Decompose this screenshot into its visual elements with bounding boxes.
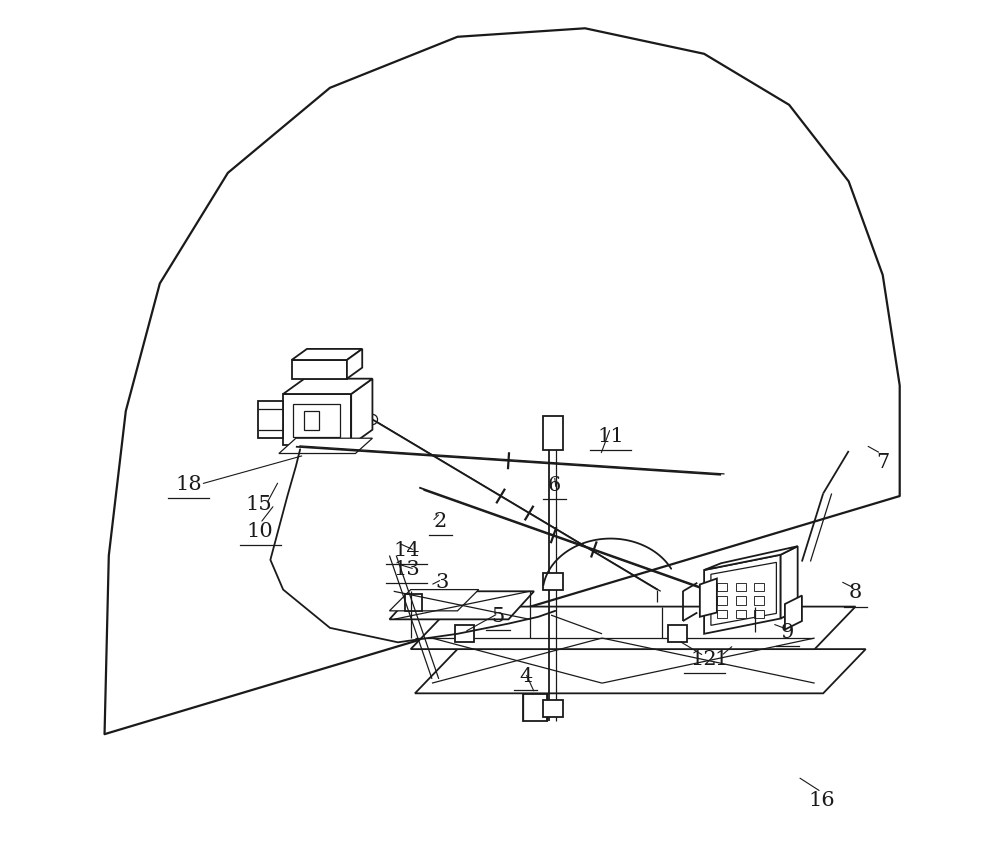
Bar: [736, 597, 746, 605]
Bar: [405, 594, 422, 611]
Bar: [293, 404, 340, 437]
Text: 5: 5: [492, 607, 505, 627]
Polygon shape: [704, 555, 781, 633]
Text: 6: 6: [548, 476, 561, 496]
Bar: [754, 597, 764, 605]
Text: 3: 3: [435, 574, 449, 592]
Polygon shape: [347, 349, 362, 378]
Polygon shape: [351, 378, 372, 445]
Text: 4: 4: [519, 667, 532, 686]
Polygon shape: [781, 546, 798, 619]
Bar: [543, 700, 563, 717]
Polygon shape: [389, 591, 534, 620]
Polygon shape: [258, 401, 283, 438]
Bar: [736, 610, 746, 619]
Text: 11: 11: [597, 427, 624, 446]
Text: 16: 16: [808, 791, 835, 810]
Bar: [543, 573, 563, 590]
Bar: [543, 416, 563, 450]
Text: 10: 10: [247, 522, 274, 541]
Text: 12: 12: [691, 650, 717, 669]
Bar: [304, 411, 319, 430]
Bar: [668, 625, 687, 642]
Polygon shape: [700, 579, 717, 617]
Text: 1: 1: [714, 650, 728, 669]
Text: 15: 15: [245, 495, 272, 514]
Bar: [717, 583, 727, 591]
Text: 13: 13: [393, 560, 420, 579]
Bar: [736, 583, 746, 591]
Text: 18: 18: [175, 474, 202, 494]
Polygon shape: [292, 360, 347, 378]
Polygon shape: [279, 438, 372, 454]
Polygon shape: [415, 649, 866, 693]
Circle shape: [295, 425, 302, 431]
Bar: [754, 610, 764, 619]
Text: 9: 9: [781, 622, 794, 642]
Polygon shape: [283, 378, 372, 394]
Polygon shape: [389, 590, 479, 611]
Text: 14: 14: [393, 541, 420, 560]
Text: 7: 7: [876, 453, 889, 472]
Text: 2: 2: [434, 512, 447, 531]
Polygon shape: [711, 562, 776, 625]
Bar: [523, 694, 547, 722]
Polygon shape: [411, 607, 855, 649]
Bar: [754, 583, 764, 591]
Polygon shape: [283, 394, 351, 445]
Bar: [717, 610, 727, 619]
Polygon shape: [785, 596, 802, 629]
Bar: [455, 625, 474, 642]
Bar: [717, 597, 727, 605]
Text: 8: 8: [849, 584, 862, 603]
Polygon shape: [292, 349, 362, 360]
Polygon shape: [704, 546, 798, 570]
